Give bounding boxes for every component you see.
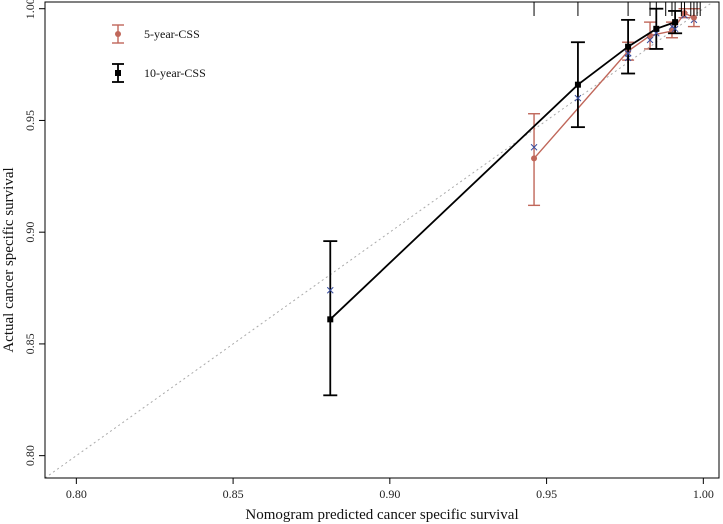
reference-diagonal-line [44, 1, 714, 479]
y-axis-title: Actual cancer specific survival [1, 167, 17, 352]
observed-x-marker [624, 50, 632, 57]
y-tick-label: 0.90 [23, 222, 37, 243]
x-tick-label: 1.00 [693, 487, 714, 501]
x-tick-label: 0.90 [379, 487, 400, 501]
series-group [323, 7, 700, 397]
data-point [574, 81, 581, 88]
x-tick-label: 0.80 [66, 487, 87, 501]
legend-label: 10-year-CSS [144, 66, 206, 80]
y-tick-label: 0.80 [23, 445, 37, 466]
y-tick-label: 0.95 [23, 110, 37, 131]
y-tick-label: 1.00 [23, 0, 37, 19]
series-line [533, 12, 695, 159]
legend-marker [115, 70, 121, 76]
legend-label: 5-year-CSS [144, 27, 200, 41]
reference-line-group [44, 1, 714, 479]
data-point [327, 316, 334, 323]
x-axis-title: Nomogram predicted cancer specific survi… [245, 507, 518, 523]
data-point [653, 25, 660, 32]
data-point [690, 14, 697, 21]
data-point [672, 19, 679, 26]
x-tick-label: 0.95 [536, 487, 557, 501]
x-tick-label: 0.85 [223, 487, 244, 501]
observed-x-marker [671, 25, 679, 33]
legend-marker [115, 31, 121, 37]
data-point [531, 155, 538, 162]
legend-item: 5-year-CSS [112, 24, 200, 44]
y-tick-label: 0.85 [23, 333, 37, 354]
data-point [625, 43, 632, 50]
series-line [329, 21, 676, 320]
legend: 5-year-CSS 10-year-CSS [112, 24, 206, 83]
plot-frame [44, 1, 720, 479]
observed-x-marker [646, 36, 654, 44]
observed-x-marker [326, 286, 334, 294]
observed-x-marker [574, 94, 582, 102]
legend-item: 10-year-CSS [112, 63, 206, 83]
series-10-year [323, 7, 683, 397]
observed-x-marker [530, 143, 538, 151]
axes-group: 0.80 0.85 0.90 0.95 1.00 0.80 0.85 0.90 0.95 1.00 [23, 0, 720, 501]
